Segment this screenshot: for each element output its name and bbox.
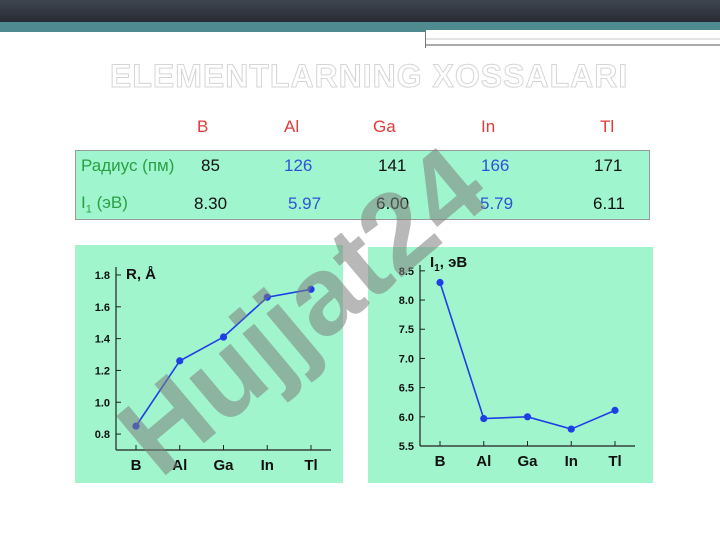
ionization-chart-y-tick-label: 8.5: [399, 266, 414, 278]
radius-chart-x-tick-label: Al: [172, 457, 187, 474]
ionization-b: 8.30: [194, 194, 228, 213]
ionization-chart-y-tick-label: 6.5: [399, 383, 414, 395]
ionization-chart-title-main: I: [430, 254, 434, 271]
ionization-chart-y-tick-label: 8.0: [399, 295, 414, 307]
ionization-chart-y-tick-label: 6.0: [399, 412, 414, 424]
ionization-chart-x-tick-label: Al: [476, 453, 491, 470]
ionization-label-main: I: [81, 193, 86, 212]
table-header-ga: Ga: [373, 117, 396, 136]
radius-in: 166: [481, 156, 510, 175]
radius-chart-title: R, Å: [126, 266, 156, 283]
radius-chart-panel: R, Å 0.8 1.0 1.2 1.4 1.6 1.8 B Al Ga In Tl: [75, 245, 343, 483]
radius-chart-y-tick-label: 1.8: [95, 270, 110, 282]
ionization-chart-title-sub: 1: [434, 263, 440, 274]
ionization-chart-title-rest: , эВ: [440, 254, 468, 271]
ionization-chart: I1, эВ 5.5 6.0 6.5 7.0 7.5 8.0 8.5 B Al Ga In Tl: [399, 254, 635, 470]
ionization-in: 5.79: [480, 194, 514, 213]
table-header-tl: Tl: [600, 117, 615, 136]
ionization-ga: 6.00: [376, 194, 410, 213]
radius-tl: 171: [594, 156, 623, 175]
top-teal-bar: [0, 22, 720, 32]
radius-chart-x-tick-label: In: [261, 457, 274, 474]
radius-chart-x-tick-label: B: [131, 457, 142, 474]
ionization-chart-data-point: [480, 414, 488, 423]
ionization-chart-data-point: [611, 406, 619, 414]
radius-chart-x-tick-label: Tl: [304, 457, 317, 474]
radius-chart-y-tick-label: 1.4: [95, 334, 111, 346]
slide-title: ELEMENTLARNING XOSSALARI: [110, 58, 629, 95]
table-header-al: Al: [284, 117, 300, 136]
row-label-radius: Радиус (пм): [81, 156, 175, 175]
radius-chart-data-point: [219, 333, 228, 341]
ionization-chart-title: I1, эВ: [430, 254, 467, 274]
ionization-chart-series-line: [439, 282, 616, 430]
radius-ga: 141: [378, 156, 407, 175]
table-header-b: B: [197, 117, 209, 136]
ionization-chart-x-tick-label: In: [565, 453, 578, 470]
radius-chart-y-tick-label: 1.6: [95, 302, 110, 314]
row-label-ionization: I1 (эВ): [81, 193, 128, 215]
ionization-chart-y-tick-label: 7.5: [399, 324, 414, 336]
radius-b: 85: [201, 156, 220, 175]
table-header-in: In: [481, 117, 496, 136]
radius-chart-data-point: [307, 285, 315, 293]
header-decoration: [425, 30, 720, 48]
ionization-chart-data-point: [567, 425, 575, 433]
radius-chart-data-point: [263, 293, 271, 301]
radius-chart-x-tick-label: Ga: [213, 457, 234, 474]
radius-chart-y-tick-label: 1.0: [95, 397, 110, 409]
properties-table: Радиус (пм) 85 126 141 166 171 I1 (эВ) 8…: [75, 150, 650, 220]
ionization-chart-x-tick-label: B: [435, 453, 446, 470]
ionization-al: 5.97: [288, 194, 322, 213]
ionization-tl: 6.11: [593, 194, 625, 213]
radius-chart-data-point: [132, 422, 140, 430]
ionization-label-rest: (эВ): [91, 193, 128, 212]
radius-al: 126: [284, 156, 313, 175]
radius-chart: R, Å 0.8 1.0 1.2 1.4 1.6 1.8 B Al Ga In Tl: [95, 266, 331, 474]
ionization-chart-y-tick-label: 7.0: [399, 353, 414, 365]
ionization-chart-panel: I1, эВ 5.5 6.0 6.5 7.0 7.5 8.0 8.5 B Al Ga In Tl: [368, 247, 653, 483]
ionization-label-sub: 1: [85, 203, 92, 216]
ionization-chart-x-tick-label: Tl: [608, 453, 621, 470]
ionization-chart-y-tick-label: 5.5: [399, 441, 414, 453]
radius-chart-y-tick-label: 0.8: [95, 429, 110, 441]
radius-chart-series-line: [135, 288, 312, 427]
ionization-chart-data-point: [436, 278, 444, 287]
top-dark-bar: [0, 0, 720, 22]
radius-chart-data-point: [176, 357, 184, 365]
ionization-chart-data-point: [523, 413, 532, 421]
radius-chart-y-tick-label: 1.2: [95, 365, 110, 377]
ionization-chart-x-tick-label: Ga: [517, 453, 538, 470]
